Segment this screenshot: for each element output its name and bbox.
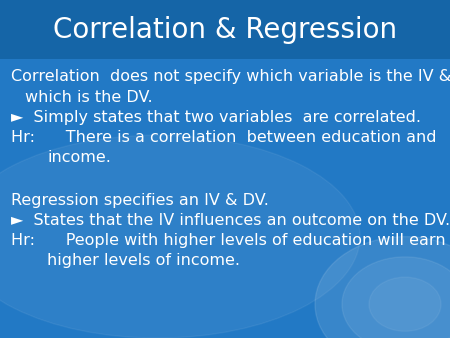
Text: Hr:      People with higher levels of education will earn: Hr: People with higher levels of educati… [11, 233, 446, 248]
Text: Correlation  does not specify which variable is the IV &: Correlation does not specify which varia… [11, 69, 450, 84]
Text: Regression specifies an IV & DV.: Regression specifies an IV & DV. [11, 193, 269, 208]
Text: higher levels of income.: higher levels of income. [47, 254, 240, 268]
Circle shape [315, 237, 450, 338]
Text: Correlation & Regression: Correlation & Regression [53, 16, 397, 44]
FancyBboxPatch shape [0, 0, 450, 59]
Circle shape [342, 257, 450, 338]
Circle shape [369, 277, 441, 331]
Text: ►  Simply states that two variables  are correlated.: ► Simply states that two variables are c… [11, 110, 421, 125]
Text: ►  States that the IV influences an outcome on the DV.: ► States that the IV influences an outco… [11, 213, 450, 228]
Text: which is the DV.: which is the DV. [25, 90, 153, 104]
Text: Hr:      There is a correlation  between education and: Hr: There is a correlation between educa… [11, 130, 437, 145]
FancyBboxPatch shape [0, 59, 450, 338]
Ellipse shape [0, 135, 360, 338]
Text: income.: income. [47, 150, 111, 165]
